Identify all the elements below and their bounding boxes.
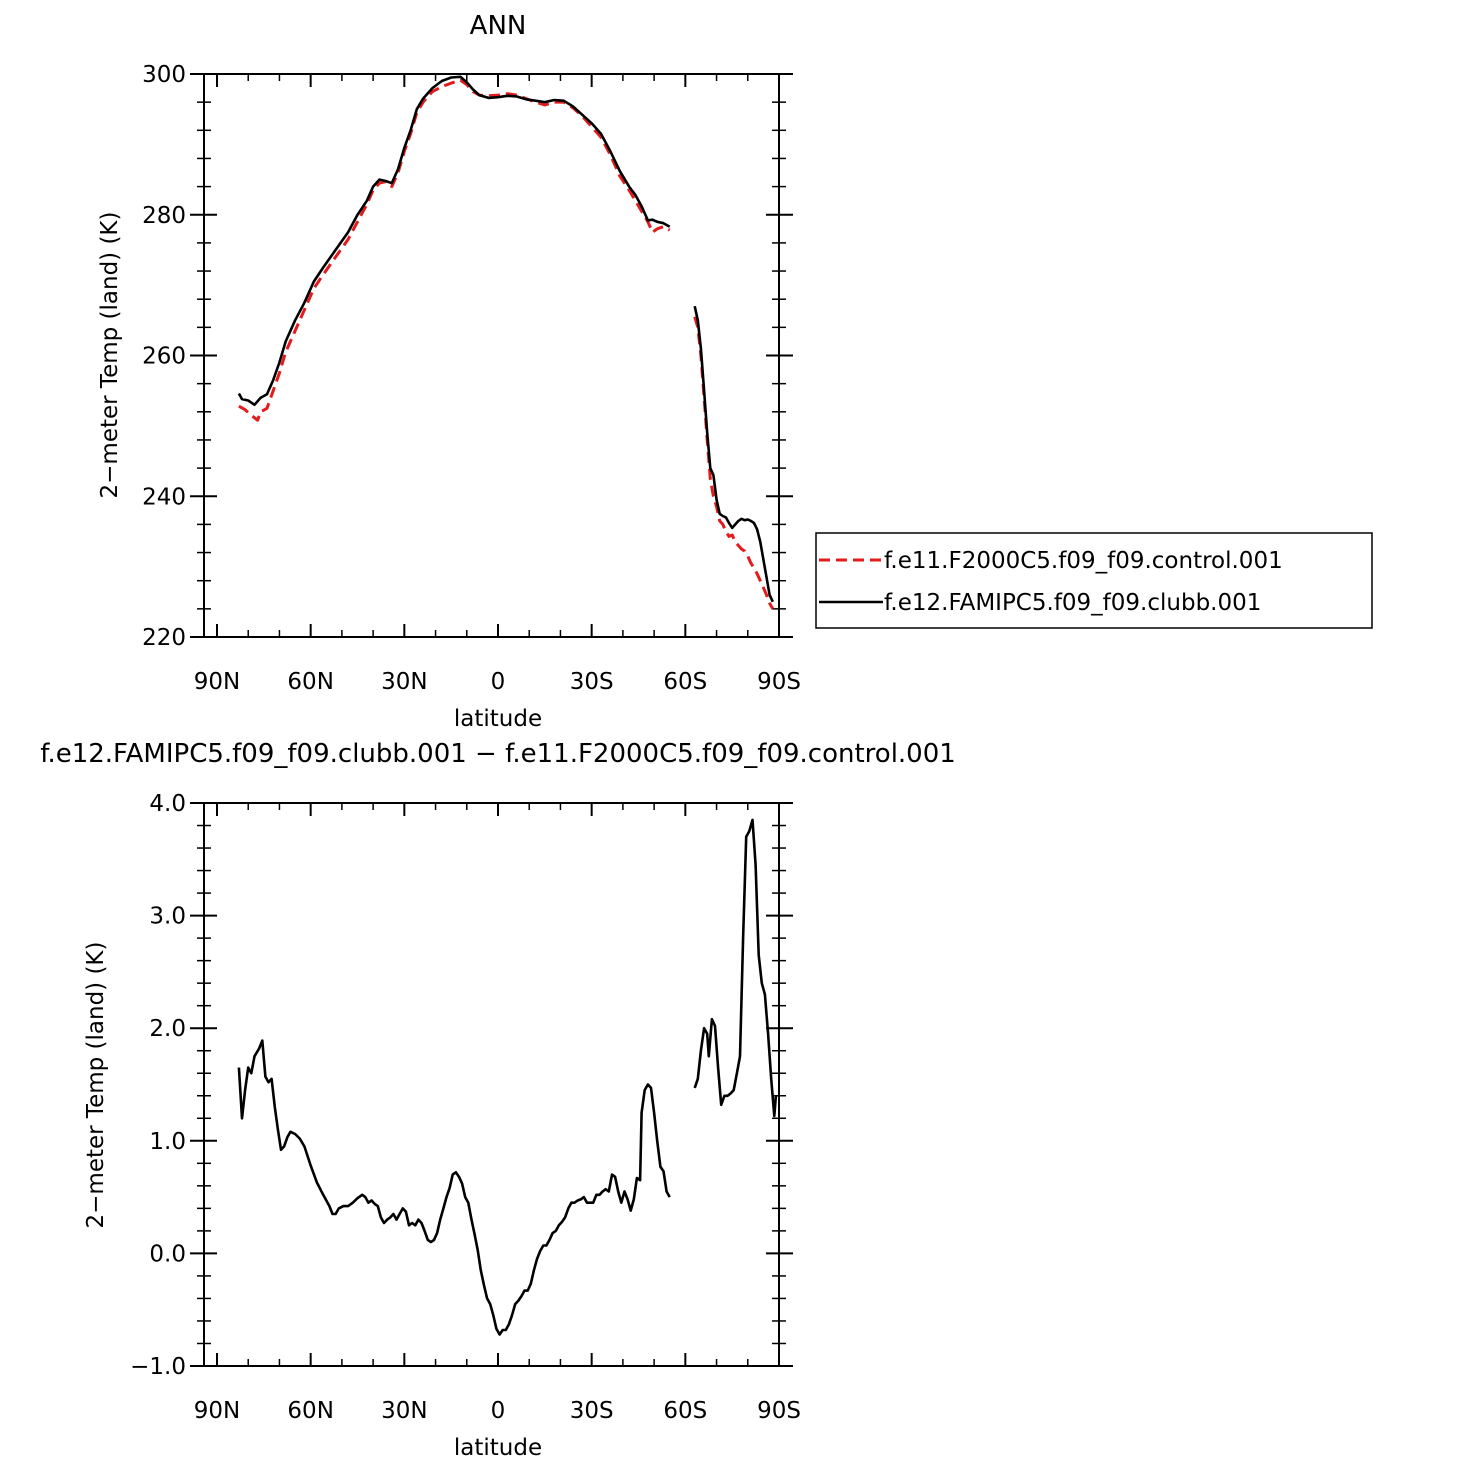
top-x-tick-label: 30N bbox=[381, 669, 427, 695]
bottom-x-tick-label: 60S bbox=[663, 1398, 707, 1424]
top-x-tick-label: 30S bbox=[570, 669, 614, 695]
top-panel-title: ANN bbox=[470, 11, 527, 41]
top-x-tick-label: 60S bbox=[663, 669, 707, 695]
bottom-plot-frame bbox=[203, 802, 780, 1367]
bottom-y-tick-labels: −1.0 0.0 1.0 2.0 3.0 4.0 bbox=[130, 791, 186, 1380]
bottom-series-line-0 bbox=[693, 818, 778, 1118]
top-x-axis-label: latitude bbox=[454, 706, 542, 732]
bottom-x-tick-label: 90N bbox=[194, 1398, 240, 1424]
legend-box bbox=[815, 532, 1373, 629]
top-x-tick-label: 60N bbox=[287, 669, 333, 695]
bottom-x-tick-label: 30S bbox=[570, 1398, 614, 1424]
bottom-series-line-0 bbox=[237, 1039, 671, 1336]
bottom-y-axis-label: 2−meter Temp (land) (K) bbox=[83, 942, 109, 1229]
top-y-tick-label: 260 bbox=[142, 344, 186, 370]
bottom-x-tick-label: 0 bbox=[491, 1398, 506, 1424]
top-series-line-1 bbox=[693, 305, 774, 603]
top-series-line-0 bbox=[238, 78, 671, 422]
top-x-tick-label: 90N bbox=[194, 669, 240, 695]
top-series-lines bbox=[237, 75, 775, 610]
bottom-x-tick-labels: 90N 60N 30N 0 30S 60S 90S bbox=[194, 1398, 801, 1424]
bottom-x-tick-label: 60N bbox=[287, 1398, 333, 1424]
legend: f.e11.F2000C5.f09_f09.control.001 f.e12.… bbox=[815, 532, 1373, 629]
legend-label-control: f.e11.F2000C5.f09_f09.control.001 bbox=[884, 548, 1283, 574]
top-x-tick-labels: 90N 60N 30N 0 30S 60S 90S bbox=[194, 669, 801, 695]
bottom-y-tick-label: 2.0 bbox=[149, 1016, 186, 1042]
bottom-x-tick-label: 30N bbox=[381, 1398, 427, 1424]
top-series-line-0 bbox=[693, 316, 775, 610]
bottom-panel: f.e12.FAMIPC5.f09_f09.clubb.001 − f.e11.… bbox=[40, 739, 956, 1461]
top-tick-marks bbox=[190, 73, 793, 638]
bottom-y-tick-label: 0.0 bbox=[149, 1241, 186, 1267]
top-series-line-1 bbox=[237, 75, 671, 407]
bottom-y-tick-label: 1.0 bbox=[149, 1129, 186, 1155]
bottom-y-tick-label: 3.0 bbox=[149, 904, 186, 930]
top-y-tick-labels: 220 240 260 280 300 bbox=[142, 62, 186, 651]
top-panel: ANN 90N 60N 30N 0 30S 60S 90S 220240260280300 … bbox=[97, 11, 801, 732]
bottom-panel-title: f.e12.FAMIPC5.f09_f09.clubb.001 − f.e11.… bbox=[40, 739, 956, 769]
top-y-tick-label: 300 bbox=[142, 62, 186, 88]
top-x-tick-label: 90S bbox=[757, 669, 801, 695]
top-plot-frame bbox=[203, 73, 780, 638]
bottom-y-tick-label: 4.0 bbox=[149, 791, 186, 817]
bottom-y-tick-label: −1.0 bbox=[130, 1354, 186, 1380]
top-y-tick-label: 240 bbox=[142, 484, 186, 510]
bottom-x-tick-label: 90S bbox=[757, 1398, 801, 1424]
bottom-x-axis-label: latitude bbox=[454, 1435, 542, 1461]
legend-label-clubb: f.e12.FAMIPC5.f09_f09.clubb.001 bbox=[884, 590, 1261, 616]
top-y-axis-label: 2−meter Temp (land) (K) bbox=[97, 212, 123, 499]
bottom-series-lines bbox=[237, 818, 778, 1336]
top-y-tick-label: 220 bbox=[142, 625, 186, 651]
top-y-tick-label: 280 bbox=[142, 203, 186, 229]
top-x-tick-label: 0 bbox=[491, 669, 506, 695]
bottom-tick-marks bbox=[190, 802, 793, 1367]
